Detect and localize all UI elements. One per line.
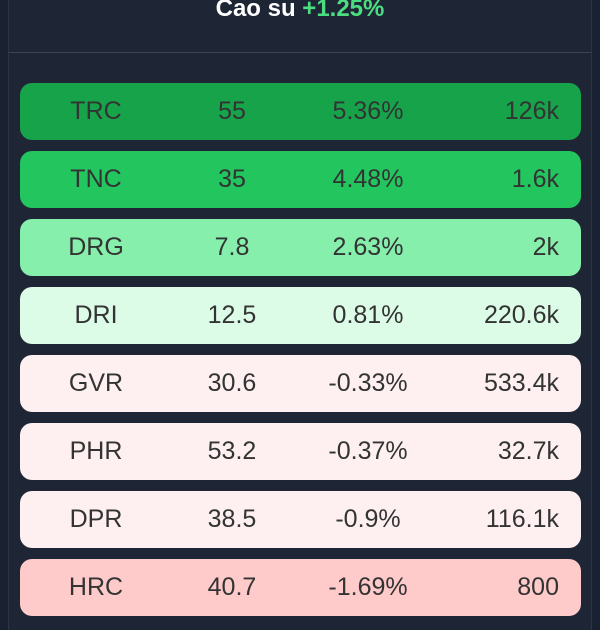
stock-change: -0.9% <box>335 505 401 533</box>
stock-symbol: HRC <box>68 573 124 601</box>
sector-header: Cao su +1.25% <box>9 0 591 53</box>
sector-name: Cao su <box>215 0 296 22</box>
stock-volume: 116.1k <box>485 505 559 533</box>
stock-row[interactable]: TRC 55 5.36% 126k <box>20 83 581 140</box>
stock-price: 53.2 <box>207 437 257 465</box>
stock-symbol: TNC <box>70 165 122 193</box>
stock-change: 5.36% <box>332 97 404 125</box>
stock-change: 4.48% <box>332 165 404 193</box>
stock-symbol: PHR <box>69 437 123 465</box>
stock-change: -0.37% <box>328 437 408 465</box>
stock-price: 38.5 <box>207 505 257 533</box>
stock-symbol: GVR <box>68 369 124 397</box>
stock-price: 12.5 <box>207 301 257 329</box>
stock-symbol: TRC <box>70 97 122 125</box>
stock-row[interactable]: DRG 7.8 2.63% 2k <box>20 219 581 276</box>
stock-change: 2.63% <box>332 233 404 261</box>
stock-symbol: DRI <box>74 301 118 329</box>
sector-change: +1.25% <box>302 0 385 22</box>
stock-change: -1.69% <box>328 573 408 601</box>
stock-price: 40.7 <box>207 573 257 601</box>
stock-price: 30.6 <box>207 369 257 397</box>
stock-price: 7.8 <box>214 233 250 261</box>
stock-row[interactable]: TNC 35 4.48% 1.6k <box>20 151 581 208</box>
stock-volume: 800 <box>517 573 559 601</box>
stock-volume: 220.6k <box>483 301 559 329</box>
stock-price: 55 <box>218 97 246 125</box>
stock-symbol: DPR <box>69 505 123 533</box>
stock-volume: 533.4k <box>483 369 559 397</box>
stock-row[interactable]: DRI 12.5 0.81% 220.6k <box>20 287 581 344</box>
stock-row[interactable]: PHR 53.2 -0.37% 32.7k <box>20 423 581 480</box>
stock-change: 0.81% <box>332 301 404 329</box>
stock-volume: 32.7k <box>497 437 559 465</box>
stock-symbol: DRG <box>68 233 124 261</box>
stock-volume: 2k <box>532 233 559 261</box>
stock-price: 35 <box>218 165 246 193</box>
stock-row[interactable]: GVR 30.6 -0.33% 533.4k <box>20 355 581 412</box>
stock-row[interactable]: HRC 40.7 -1.69% 800 <box>20 559 581 616</box>
stock-list: TRC 55 5.36% 126k TNC 35 4.48% 1.6k DRG … <box>20 83 581 627</box>
stock-volume: 126k <box>504 97 559 125</box>
stock-volume: 1.6k <box>511 165 559 193</box>
stock-change: -0.33% <box>328 369 408 397</box>
stock-row[interactable]: DPR 38.5 -0.9% 116.1k <box>20 491 581 548</box>
